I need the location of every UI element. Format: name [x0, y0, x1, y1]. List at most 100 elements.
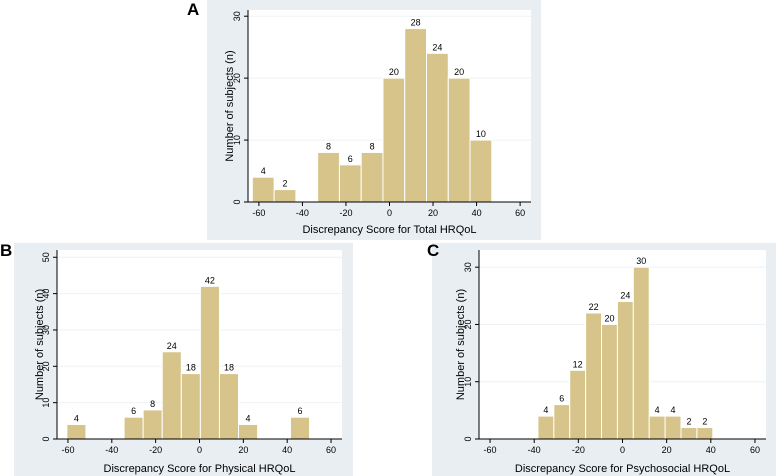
bar-value-label: 12 [573, 359, 583, 369]
bar-value-label: 24 [432, 42, 442, 52]
panel-a-letter: A [187, 0, 199, 19]
x-tick-label: -40 [296, 208, 309, 218]
bar-value-label: 8 [150, 399, 155, 409]
bar-value-label: 4 [671, 405, 676, 415]
histogram-bar [161, 351, 182, 440]
bar-value-label: 18 [224, 363, 234, 373]
x-tick-label: 0 [620, 445, 625, 455]
bar-value-label: 6 [131, 406, 136, 416]
histogram-bar [123, 416, 144, 440]
histogram-bar [469, 139, 493, 203]
histogram-bar [382, 77, 406, 203]
x-tick-label: 0 [387, 208, 392, 218]
y-tick-label: 10 [463, 377, 473, 387]
histogram-bar [338, 164, 362, 203]
x-tick-label: 40 [282, 445, 292, 455]
histogram-bar [648, 415, 666, 440]
y-tick-label: 0 [463, 436, 473, 441]
x-tick-label: 40 [706, 445, 716, 455]
histogram-bar [447, 77, 471, 203]
x-tick-label: 60 [515, 208, 525, 218]
histogram-bar [632, 266, 650, 440]
y-tick-label: 0 [41, 436, 51, 441]
histogram-bar [404, 28, 428, 203]
histogram-bar [426, 52, 449, 203]
bar-value-label: 18 [186, 363, 196, 373]
bar-value-label: 20 [454, 67, 464, 77]
histogram-bar [585, 312, 603, 440]
x-axis-title: Discrepancy Score for Physical HRQoL [104, 463, 296, 475]
bar-value-label: 30 [636, 256, 646, 266]
bar-value-label: 2 [686, 417, 691, 427]
y-axis-title: Number of subjects (n) [455, 289, 467, 400]
bar-value-label: 4 [655, 405, 660, 415]
bar-value-label: 4 [74, 413, 79, 423]
histogram-bar [142, 409, 163, 440]
y-tick-label: 10 [232, 135, 242, 145]
bar-value-label: 6 [348, 154, 353, 164]
y-tick-label: 30 [232, 11, 242, 21]
bar-value-label: 8 [326, 141, 331, 151]
x-tick-label: 0 [197, 445, 202, 455]
histogram-bar [601, 323, 618, 440]
x-tick-label: 60 [750, 445, 760, 455]
x-tick-label: -60 [252, 208, 265, 218]
histogram-bar [537, 415, 555, 440]
histogram-bar [664, 415, 682, 440]
x-tick-label: -40 [105, 445, 118, 455]
bar-value-label: 20 [389, 67, 399, 77]
x-tick-label: 40 [472, 208, 482, 218]
bar-value-label: 6 [559, 394, 564, 404]
histogram-bar [317, 151, 340, 203]
panel-b-chart: 4 6 8 24 18 42 18 4 6 -60 -40 -20 0 20 40 60 0 10 20 30 40 50… [34, 250, 342, 475]
bar-value-label: 10 [476, 129, 486, 139]
histogram-bar [199, 285, 220, 440]
bar-value-label: 8 [370, 141, 375, 151]
histogram-bar [66, 423, 87, 440]
y-tick-label: 50 [41, 252, 51, 262]
histogram-bar [218, 373, 240, 440]
y-tick-label: 20 [463, 319, 473, 329]
x-axis-title: Discrepancy Score for Total HRQoL [302, 224, 476, 236]
histogram-bar [360, 151, 384, 203]
x-tick-label: -20 [339, 208, 352, 218]
y-tick-label: 20 [41, 361, 51, 371]
bar-value-label: 4 [246, 413, 251, 423]
y-axis-title: Number of subjects (n) [224, 50, 236, 161]
bar-value-label: 22 [589, 302, 599, 312]
bar-value-label: 2 [282, 179, 287, 189]
y-tick-label: 0 [232, 199, 242, 204]
histogram-bar [238, 423, 259, 440]
histogram-bar [569, 369, 587, 440]
x-axis-title: Discrepancy Score for Psychosocial HRQoL [515, 463, 730, 475]
histogram-bar [696, 427, 714, 440]
bar-value-label: 2 [702, 417, 707, 427]
histogram-bar [289, 416, 311, 440]
bar-value-label: 24 [620, 291, 630, 301]
x-tick-label: -60 [484, 445, 497, 455]
bar-value-label: 28 [411, 18, 421, 28]
panel-b: B 4 6 8 24 18 42 18 4 6 -60 -40 -20 0 20 40 60 0 10 20 30 40… [0, 241, 353, 476]
y-tick-label: 20 [232, 73, 242, 83]
y-tick-label: 30 [463, 262, 473, 272]
histogram-bar [251, 176, 275, 203]
x-tick-label: -20 [572, 445, 585, 455]
x-tick-label: -60 [61, 445, 74, 455]
histogram-bar [616, 301, 634, 440]
x-tick-label: 20 [662, 445, 672, 455]
bar-value-label: 6 [298, 406, 303, 416]
histogram-bar [273, 189, 297, 203]
bar-value-label: 42 [205, 275, 215, 285]
bar-value-label: 4 [261, 166, 266, 176]
x-tick-label: 60 [326, 445, 336, 455]
histogram-bar [180, 373, 201, 440]
panel-c-letter: C [427, 241, 439, 260]
y-axis-title: Number of subjects (n) [34, 289, 46, 400]
bar-value-label: 20 [604, 313, 614, 323]
y-tick-label: 30 [41, 325, 51, 335]
